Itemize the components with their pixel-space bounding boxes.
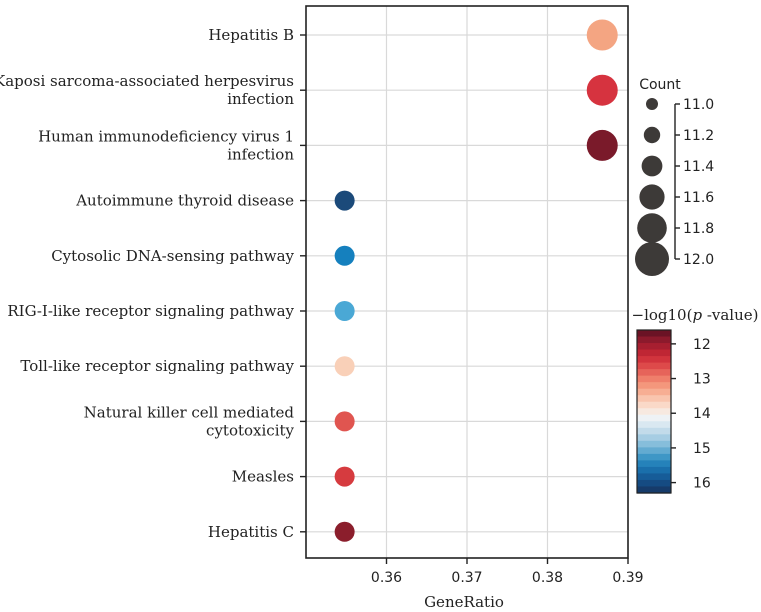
colorbar-segment <box>637 466 671 475</box>
data-point <box>334 245 355 266</box>
colorbar-segment <box>637 343 671 351</box>
size-legend-label: 11.8 <box>683 221 714 237</box>
colorbar-segment <box>637 408 671 416</box>
y-tick-label-line: Toll-like receptor signaling pathway <box>20 357 294 375</box>
size-legend-marker <box>637 213 667 243</box>
size-legend-label: 11.4 <box>683 159 714 175</box>
colorbar-segment <box>637 414 671 422</box>
y-tick-label: RIG-I-like receptor signaling pathway <box>7 302 294 320</box>
colorbar-segment <box>637 486 671 494</box>
y-tick-label: Human immunodeficiency virus 1 infection <box>38 127 294 163</box>
colorbar-segment <box>637 349 671 357</box>
colorbar-segment <box>637 395 671 403</box>
colorbar-tick-label: 15 <box>693 441 711 457</box>
data-point <box>586 19 618 51</box>
y-tick-label: Cytosolic DNA-sensing pathway <box>51 247 294 265</box>
colorbar-segment <box>637 460 671 468</box>
size-legend-marker <box>646 98 658 110</box>
y-tick-label: Measles <box>232 468 294 486</box>
size-legend-label: 11.6 <box>683 190 714 206</box>
data-point <box>334 356 355 377</box>
y-tick-label-line: Human immunodeficiency virus 1 <box>38 127 294 145</box>
colorbar-tick-label: 16 <box>693 476 711 492</box>
size-legend-marker <box>641 155 663 177</box>
y-tick-label-line: Kaposi sarcoma-associated herpesvirus <box>0 72 294 90</box>
y-tick-labels: Hepatitis B Kaposi sarcoma-associated her… <box>0 26 295 541</box>
data-points <box>334 19 618 542</box>
y-tick-label-line: Autoimmune thyroid disease <box>75 192 294 210</box>
y-tick-label-line: infection <box>227 145 294 163</box>
colorbar-segment <box>637 440 671 448</box>
colorbar-segment <box>637 479 671 488</box>
colorbar-title-suffix: -value) <box>702 306 758 324</box>
y-tick-label-line: Natural killer cell mediated <box>84 403 295 421</box>
data-point <box>334 411 355 432</box>
size-legend-marker <box>639 184 665 210</box>
data-point <box>334 521 355 542</box>
colorbar-segment <box>637 427 671 435</box>
colorbar-segment <box>637 473 671 481</box>
pvalue-colorbar-legend: −log10(p -value) 12 13 14 15 16 <box>632 306 759 494</box>
x-tick-label: 0.37 <box>451 570 482 586</box>
colorbar-segment <box>637 336 671 344</box>
x-tick-label: 0.39 <box>612 570 643 586</box>
y-tick-label-line: RIG-I-like receptor signaling pathway <box>7 302 294 320</box>
y-tick-label: Natural killer cell mediated cytotoxicity <box>84 403 295 439</box>
colorbar-segment <box>637 447 671 455</box>
y-tick-label-line: infection <box>227 90 294 108</box>
data-point <box>334 301 355 321</box>
colorbar-segment <box>637 382 671 390</box>
data-point <box>334 190 355 211</box>
count-size-legend: Count 11.0 11.2 11.4 11.6 11.8 12.0 <box>635 77 714 276</box>
x-tick-labels: 0.36 0.37 0.38 0.39 <box>371 570 644 586</box>
axes <box>300 5 629 564</box>
y-tick-label: Kaposi sarcoma-associated herpesvirus inf… <box>0 72 294 108</box>
plot-frame <box>305 5 629 559</box>
colorbar-segment <box>637 388 671 396</box>
colorbar-segment <box>637 421 671 429</box>
colorbar-segment <box>637 356 671 364</box>
colorbar-title-prefix: −log10( <box>632 306 693 324</box>
y-tick-label: Autoimmune thyroid disease <box>75 192 294 210</box>
y-tick-label-line: Measles <box>232 468 294 486</box>
y-tick-label: Hepatitis C <box>208 523 294 541</box>
size-legend-label: 12.0 <box>683 252 714 268</box>
y-tick-label: Hepatitis B <box>208 26 294 44</box>
size-legend-label: 11.0 <box>683 97 714 113</box>
y-tick-label: Toll-like receptor signaling pathway <box>20 357 294 375</box>
colorbar-segment <box>637 375 671 383</box>
colorbar-segment <box>637 401 671 409</box>
size-legend-label: 11.2 <box>683 128 714 144</box>
y-tick-label-line: cytotoxicity <box>206 421 294 439</box>
colorbar-segment <box>637 453 671 461</box>
size-legend-title: Count <box>639 77 681 93</box>
colorbar-segment <box>637 362 671 370</box>
size-legend-marker <box>635 242 669 276</box>
colorbar-segment <box>637 434 671 442</box>
data-point <box>586 74 618 106</box>
colorbar-frame <box>636 329 672 494</box>
colorbar-title-p: p <box>692 306 702 324</box>
y-tick-label-line: Cytosolic DNA-sensing pathway <box>51 247 294 265</box>
x-tick-label: 0.36 <box>371 570 402 586</box>
x-axis-label: GeneRatio <box>424 593 504 611</box>
size-legend-marker <box>643 126 661 144</box>
data-point <box>586 129 618 161</box>
data-point <box>334 466 355 487</box>
colorbar-segment <box>637 369 671 377</box>
colorbar-tick-label: 13 <box>693 372 711 388</box>
y-tick-label-line: Hepatitis B <box>208 26 294 44</box>
colorbar-tick-label: 14 <box>693 406 711 422</box>
x-tick-label: 0.38 <box>532 570 563 586</box>
colorbar-tick-label: 12 <box>693 337 711 353</box>
colorbar-title: −log10(p -value) <box>632 306 759 324</box>
colorbar-segment <box>637 330 671 338</box>
y-tick-label-line: Hepatitis C <box>208 523 294 541</box>
